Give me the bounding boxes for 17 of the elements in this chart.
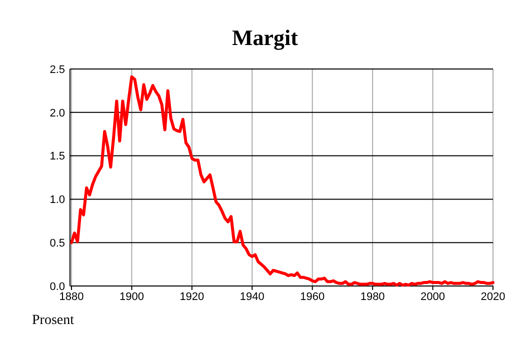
x-tick-label: 1940 xyxy=(240,291,264,303)
y-tick-label: 2.5 xyxy=(50,64,65,76)
y-axis-title: Prosent xyxy=(32,313,74,328)
x-tick-label: 1960 xyxy=(300,291,325,303)
y-tick-label: 2.0 xyxy=(50,107,65,120)
x-tick-label: 1900 xyxy=(119,291,144,303)
x-tick-label: 1920 xyxy=(180,291,204,303)
line-series xyxy=(70,75,494,287)
y-tick-label: 1.0 xyxy=(50,194,65,206)
x-tick-label: 2000 xyxy=(420,291,446,303)
y-tick-label: 0.0 xyxy=(50,280,65,293)
y-tick-label: 0.5 xyxy=(50,237,65,250)
x-tick-label: 1880 xyxy=(59,291,84,303)
x-tick-label: 2020 xyxy=(480,291,506,303)
y-tick-label: 1.5 xyxy=(50,150,65,163)
x-tick-label: 1980 xyxy=(360,291,385,303)
chart-title: Margit xyxy=(232,25,299,50)
